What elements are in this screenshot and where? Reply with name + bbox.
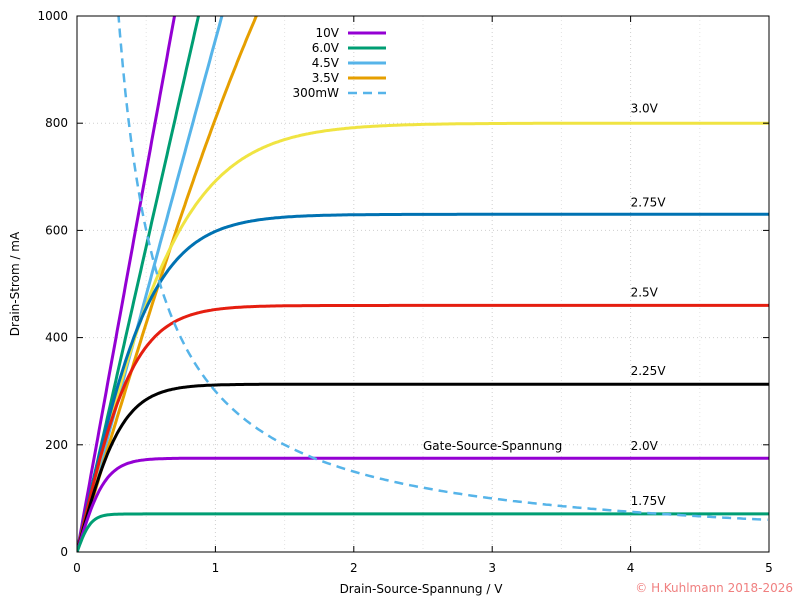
x-tick-label: 5 — [765, 561, 773, 575]
legend-label: 4.5V — [312, 56, 340, 70]
curve-label: 1.75V — [631, 494, 667, 508]
series-line-20V — [77, 456, 769, 552]
legend-label: 6.0V — [312, 41, 340, 55]
y-axis-title: Drain-Strom / mA — [8, 231, 22, 336]
axis-ticks: 0 1 2 3 4 5 0 200 400 600 800 1000 — [37, 9, 772, 575]
y-tick-label: 200 — [45, 438, 68, 452]
legend-label: 10V — [316, 26, 340, 40]
y-tick-label: 400 — [45, 331, 68, 345]
x-tick-label: 0 — [73, 561, 81, 575]
y-tick-label: 600 — [45, 223, 68, 237]
annotation-label: Gate-Source-Spannung — [423, 439, 562, 453]
series-line-10V — [77, 16, 177, 552]
series-line-275V — [77, 212, 769, 552]
series-line-300mW — [117, 16, 768, 522]
legend-label: 300mW — [293, 86, 340, 100]
curve-label: 2.0V — [631, 439, 659, 453]
curve-label: 2.25V — [631, 364, 667, 378]
series-line-225V — [77, 382, 769, 552]
y-tick-label: 0 — [60, 545, 68, 559]
curve-labels: 3.0V 2.75V 2.5V 2.25V 2.0V 1.75V Gate-Source-S… — [423, 101, 666, 507]
curve-label: 2.75V — [631, 195, 667, 209]
x-tick-label: 4 — [627, 561, 635, 575]
series-line-45V — [77, 16, 224, 552]
y-tick-label: 800 — [45, 116, 68, 130]
x-tick-label: 3 — [488, 561, 496, 575]
plot-border — [76, 15, 770, 553]
x-tick-label: 1 — [212, 561, 220, 575]
legend-label: 3.5V — [312, 71, 340, 85]
curve-label: 2.5V — [631, 285, 659, 299]
copyright-text: © H.Kuhlmann 2018-2026 — [635, 581, 793, 595]
y-tick-label: 1000 — [37, 9, 68, 23]
x-axis-title: Drain-Source-Spannung / V — [340, 582, 504, 596]
curves — [77, 16, 769, 552]
curve-label: 3.0V — [631, 101, 659, 115]
x-tick-label: 2 — [350, 561, 358, 575]
series-line-25V — [77, 303, 769, 552]
series-line-35V — [77, 16, 258, 552]
series-line-30V — [77, 121, 769, 552]
